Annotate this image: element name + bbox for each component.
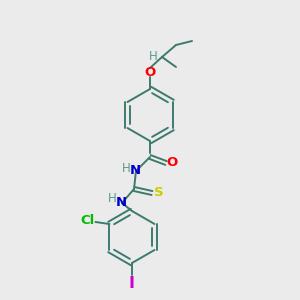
Text: N: N	[116, 196, 127, 208]
Text: N: N	[129, 164, 141, 178]
Text: Cl: Cl	[80, 214, 94, 227]
Text: H: H	[108, 193, 116, 206]
Text: H: H	[122, 161, 130, 175]
Text: O: O	[144, 67, 156, 80]
Text: I: I	[129, 275, 135, 290]
Text: O: O	[167, 157, 178, 169]
Text: H: H	[148, 50, 158, 62]
Text: S: S	[154, 187, 164, 200]
